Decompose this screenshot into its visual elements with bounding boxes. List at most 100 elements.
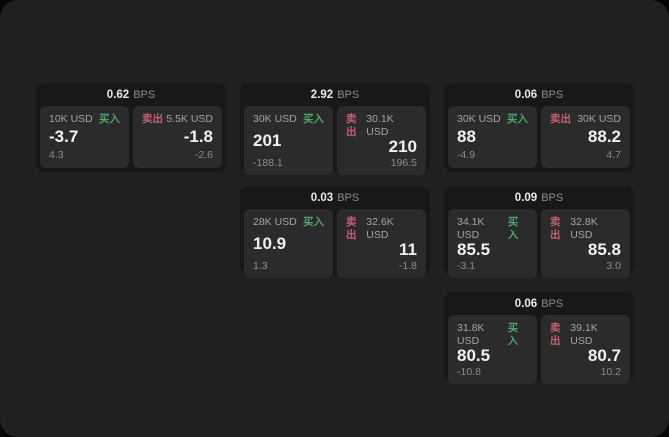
sell-panel[interactable]: 卖出 30K USD 88.2 4.7	[541, 106, 630, 168]
sell-amount: 39.1K USD	[570, 322, 598, 347]
buy-meta-row: 34.1K USD 买入	[457, 216, 528, 241]
bps-unit: BPS	[337, 88, 360, 101]
buy-price: 10.9	[253, 233, 287, 253]
buy-panel[interactable]: 30K USD 买入 88 -4.9	[448, 106, 537, 168]
buy-side-label: 买入	[99, 113, 120, 125]
quote-card: 2.92 BPS 30K USD 买入 201 -188.1 卖出 30.1K …	[240, 83, 430, 176]
quote-card: 0.09 BPS 34.1K USD 买入 85.5 -3.1 卖出 32.8K…	[444, 186, 634, 279]
sell-amount: 32.6K USD	[366, 216, 394, 241]
buy-panel[interactable]: 30K USD 买入 201 -188.1	[244, 106, 333, 176]
quote-card: 0.06 BPS 30K USD 买入 88 -4.9 卖出 30K USD 8…	[444, 83, 634, 172]
sell-delta: -2.6	[194, 149, 213, 162]
sell-price: 11	[399, 240, 417, 260]
sell-delta: 10.2	[600, 365, 621, 378]
buy-amount: 10K USD	[49, 113, 93, 125]
sell-delta: 3.0	[606, 259, 621, 272]
sell-delta: 4.7	[606, 149, 621, 162]
quote-panels: 30K USD 买入 88 -4.9 卖出 30K USD 88.2 4.7	[444, 106, 634, 172]
bps-header: 0.06 BPS	[444, 292, 634, 315]
buy-amount: 31.8K USD	[457, 322, 485, 347]
sell-panel[interactable]: 卖出 30.1K USD 210 196.5	[337, 106, 426, 176]
bps-header: 0.62 BPS	[36, 83, 226, 106]
quote-panels: 31.8K USD 买入 80.5 -10.8 卖出 39.1K USD 80.…	[444, 315, 634, 388]
bps-value: 2.92	[310, 88, 334, 101]
bps-value: 0.06	[514, 88, 538, 101]
buy-price: 88	[457, 127, 476, 147]
buy-delta: -10.8	[457, 365, 481, 378]
bps-unit: BPS	[541, 88, 564, 101]
quote-panels: 34.1K USD 买入 85.5 -3.1 卖出 32.8K USD 85.8…	[444, 209, 634, 282]
buy-delta: 4.3	[49, 149, 64, 162]
buy-delta: 1.3	[253, 259, 268, 272]
bps-unit: BPS	[133, 88, 156, 101]
sell-price: 210	[388, 137, 417, 157]
buy-side-label: 买入	[507, 216, 519, 241]
sell-amount: 5.5K USD	[166, 113, 213, 125]
sell-meta-row: 卖出 32.6K USD	[346, 216, 417, 241]
sell-amount: 30K USD	[577, 113, 621, 125]
bps-value: 0.03	[310, 191, 334, 204]
sell-price: 88.2	[587, 127, 621, 147]
sell-meta-row: 卖出 39.1K USD	[550, 322, 621, 347]
quote-panels: 28K USD 买入 10.9 1.3 卖出 32.6K USD 11 -1.8	[240, 209, 430, 282]
buy-delta: -188.1	[253, 156, 283, 169]
sell-meta-row: 卖出 30K USD	[550, 113, 621, 126]
quote-card: 0.62 BPS 10K USD 买入 -3.7 4.3 卖出 5.5K USD…	[36, 83, 226, 172]
buy-delta: -4.9	[457, 149, 476, 162]
bps-unit: BPS	[541, 191, 564, 204]
buy-meta-row: 30K USD 买入	[253, 113, 324, 126]
sell-side-label: 卖出	[346, 113, 357, 138]
sell-panel[interactable]: 卖出 39.1K USD 80.7 10.2	[541, 315, 630, 385]
buy-side-label: 买入	[507, 322, 519, 347]
buy-amount: 30K USD	[253, 113, 297, 125]
buy-price: 85.5	[457, 240, 491, 260]
quote-panels: 30K USD 买入 201 -188.1 卖出 30.1K USD 210 1…	[240, 106, 430, 179]
sell-price: -1.8	[183, 127, 213, 147]
buy-side-label: 买入	[303, 113, 324, 125]
buy-price: 80.5	[457, 346, 491, 366]
sell-side-label: 卖出	[550, 216, 561, 241]
buy-panel[interactable]: 31.8K USD 买入 80.5 -10.8	[448, 315, 537, 385]
bps-header: 0.06 BPS	[444, 83, 634, 106]
sell-meta-row: 卖出 5.5K USD	[142, 113, 213, 126]
buy-panel[interactable]: 10K USD 买入 -3.7 4.3	[40, 106, 129, 168]
sell-side-label: 卖出	[550, 113, 571, 125]
bps-header: 2.92 BPS	[240, 83, 430, 106]
buy-meta-row: 28K USD 买入	[253, 216, 324, 229]
sell-meta-row: 卖出 30.1K USD	[346, 113, 417, 138]
sell-price: 85.8	[587, 240, 621, 260]
sell-amount: 32.8K USD	[570, 216, 598, 241]
bps-value: 0.62	[106, 88, 130, 101]
bps-unit: BPS	[541, 297, 564, 310]
bps-value: 0.06	[514, 297, 538, 310]
sell-delta: 196.5	[390, 156, 417, 169]
buy-amount: 34.1K USD	[457, 216, 485, 241]
buy-panel[interactable]: 28K USD 买入 10.9 1.3	[244, 209, 333, 279]
sell-delta: -1.8	[398, 259, 417, 272]
buy-side-label: 买入	[507, 113, 528, 125]
buy-meta-row: 31.8K USD 买入	[457, 322, 528, 347]
sell-meta-row: 卖出 32.8K USD	[550, 216, 621, 241]
buy-price: 201	[253, 130, 282, 150]
buy-panel[interactable]: 34.1K USD 买入 85.5 -3.1	[448, 209, 537, 279]
bps-header: 0.09 BPS	[444, 186, 634, 209]
sell-panel[interactable]: 卖出 5.5K USD -1.8 -2.6	[133, 106, 222, 168]
sell-panel[interactable]: 卖出 32.8K USD 85.8 3.0	[541, 209, 630, 279]
buy-amount: 30K USD	[457, 113, 501, 125]
buy-price: -3.7	[49, 127, 79, 147]
sell-side-label: 卖出	[142, 113, 163, 125]
buy-delta: -3.1	[457, 259, 476, 272]
buy-side-label: 买入	[303, 216, 324, 228]
sell-panel[interactable]: 卖出 32.6K USD 11 -1.8	[337, 209, 426, 279]
sell-amount: 30.1K USD	[366, 113, 394, 138]
quote-panels: 10K USD 买入 -3.7 4.3 卖出 5.5K USD -1.8 -2.…	[36, 106, 226, 172]
buy-meta-row: 30K USD 买入	[457, 113, 528, 126]
bps-value: 0.09	[514, 191, 538, 204]
sell-side-label: 卖出	[346, 216, 357, 241]
quote-card: 0.06 BPS 31.8K USD 买入 80.5 -10.8 卖出 39.1…	[444, 292, 634, 385]
bps-unit: BPS	[337, 191, 360, 204]
buy-amount: 28K USD	[253, 216, 297, 228]
bps-header: 0.03 BPS	[240, 186, 430, 209]
buy-meta-row: 10K USD 买入	[49, 113, 120, 126]
